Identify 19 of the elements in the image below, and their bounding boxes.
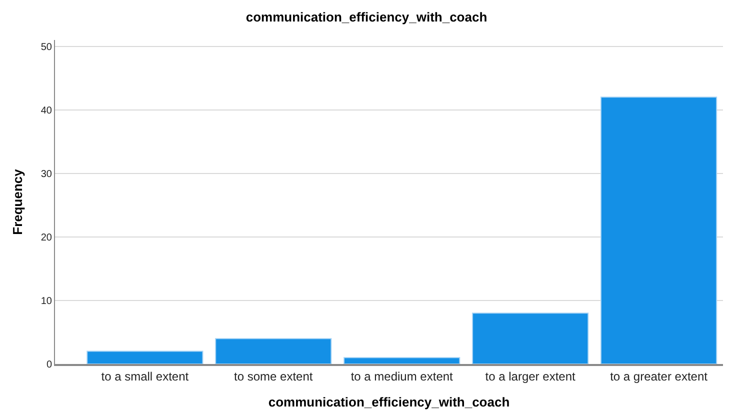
y-tick-label: 40 [40, 105, 52, 116]
bar [344, 357, 460, 364]
x-tick-label: to a greater extent [610, 369, 708, 384]
y-tick-label: 30 [40, 168, 52, 180]
bar [472, 312, 589, 364]
y-tick-label: 50 [40, 42, 52, 53]
bar [86, 350, 204, 364]
y-tick-label: 0 [46, 360, 52, 370]
y-tick-label: 10 [40, 296, 52, 307]
x-axis-title: communication_efficiency_with_coach [268, 394, 510, 410]
bar [600, 96, 718, 364]
chart-title: communication_efficiency_with_coach [246, 10, 488, 25]
x-tick-label: to a medium extent [350, 369, 454, 384]
y-tick-label: 20 [40, 232, 52, 244]
x-tick-label: to some extent [234, 369, 314, 384]
x-tick-label: to a small extent [101, 369, 190, 384]
bar [215, 338, 332, 364]
y-axis-title: Frequency [10, 168, 25, 235]
x-tick-label: to a larger extent [485, 369, 576, 384]
